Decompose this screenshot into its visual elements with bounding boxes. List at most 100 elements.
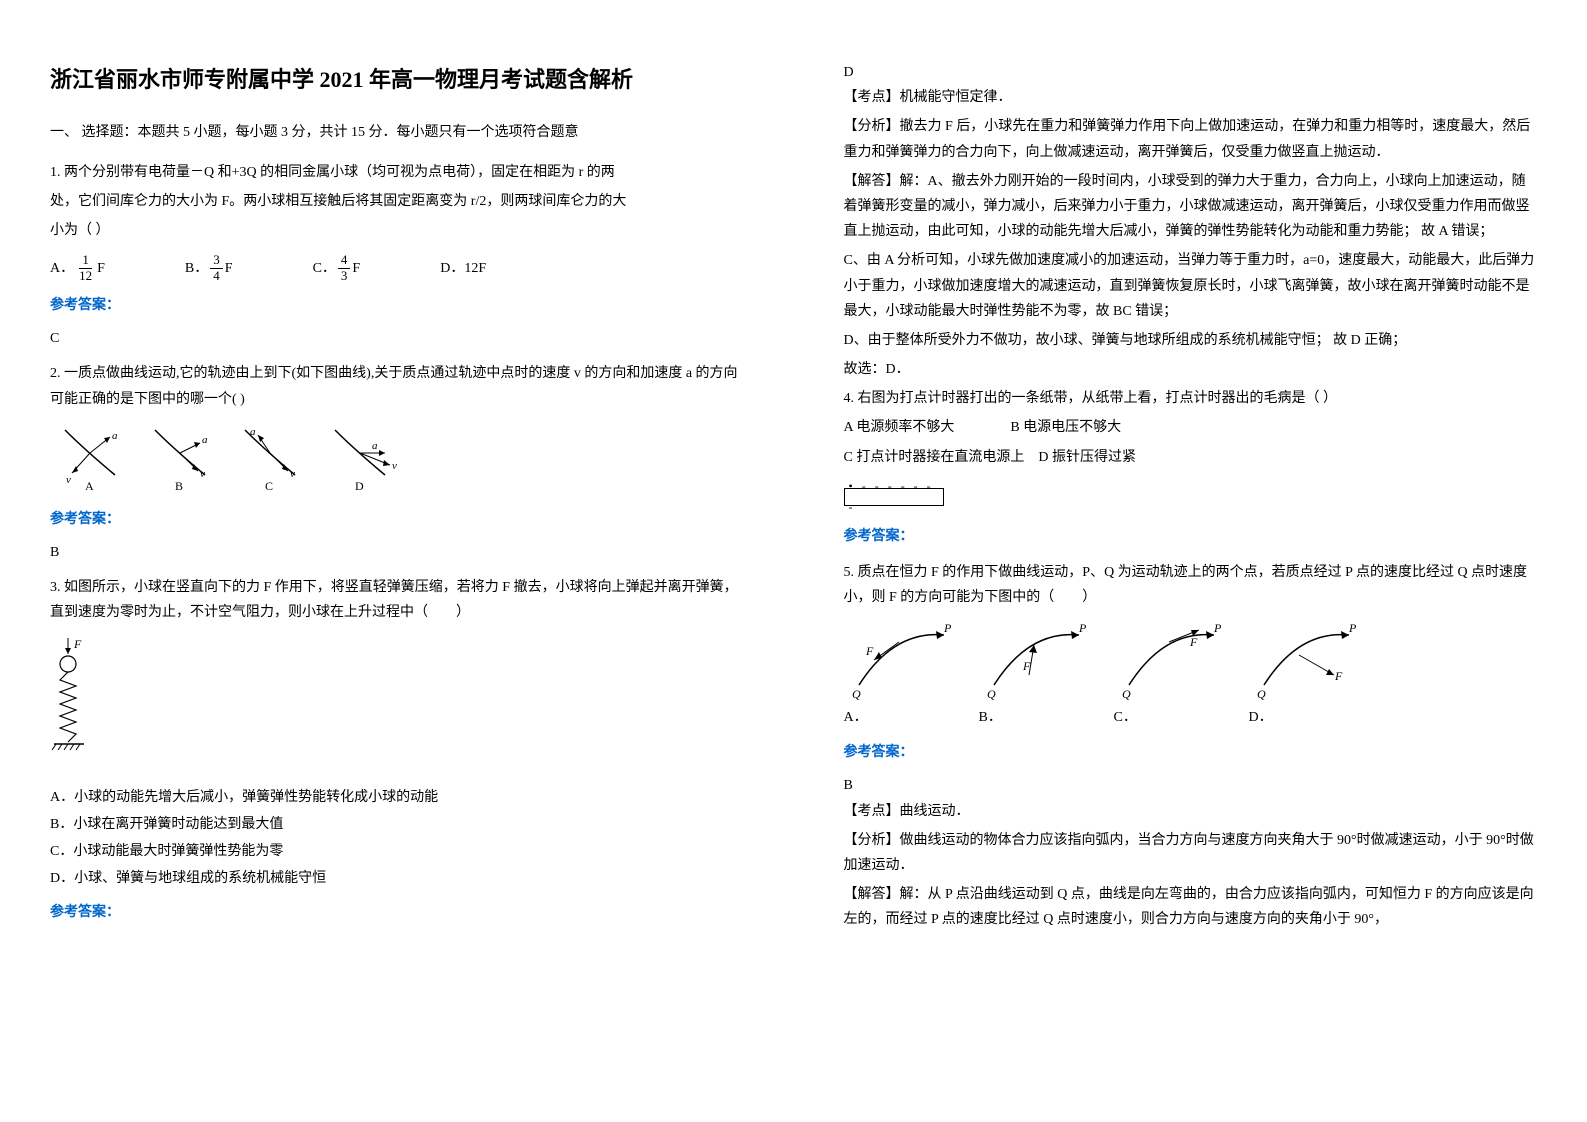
- svg-text:v: v: [200, 468, 205, 480]
- jieda-label: 【解答】: [844, 174, 900, 189]
- svg-text:a: a: [250, 426, 256, 438]
- q5-kaodian: 【考点】曲线运动．: [844, 799, 1538, 824]
- q1-stem-line2: 处，它们间库仑力的大小为 F。两小球相互接触后将其固定距离变为 r/2，则两球间…: [50, 189, 744, 214]
- kaodian-text: 机械能守恒定律．: [900, 90, 1012, 105]
- q3-final: 故选：D．: [844, 357, 1538, 382]
- curve-pq-icon: P Q F: [1114, 620, 1224, 705]
- q1-optD-val: 12F: [464, 256, 486, 281]
- answer-label: 参考答案：: [50, 507, 744, 532]
- fenxi-text: 做曲线运动的物体合力应该指向弧内，当合力方向与速度方向夹角大于 90°时做减速运…: [844, 833, 1534, 873]
- q4-optA: A 电源频率不够大: [844, 420, 955, 435]
- curve-diagram-icon: a v A a v B: [50, 420, 430, 490]
- q1-optA-label: A．: [50, 256, 74, 281]
- svg-text:P: P: [943, 621, 952, 635]
- svg-text:A: A: [85, 479, 94, 490]
- fraction-icon: 1 12: [76, 253, 95, 283]
- q5-label-c: C．: [1114, 705, 1137, 730]
- q1-optC-label: C．: [313, 256, 336, 281]
- svg-text:F: F: [865, 644, 874, 658]
- q4-optC: C 打点计时器接在直流电源上: [844, 450, 1025, 465]
- q3-jieda-a: 【解答】解：A、撤去外力刚开始的一段时间内，小球受到的弹力大于重力，合力向上，小…: [844, 169, 1538, 245]
- kaodian-label: 【考点】: [844, 804, 900, 819]
- q4-optD: D 振针压得过紧: [1038, 450, 1136, 465]
- svg-text:v: v: [392, 460, 397, 472]
- q5-option-b: P Q F B．: [979, 620, 1089, 730]
- q5-jieda: 【解答】解：从 P 点沿曲线运动到 Q 点，曲线是向左弯曲的，由合力应该指向弧内…: [844, 882, 1538, 932]
- question-4: 4. 右图为打点计时器打出的一条纸带，从纸带上看，打点计时器出的毛病是（ ） A…: [844, 386, 1538, 549]
- q5-option-c: P Q F C．: [1114, 620, 1224, 730]
- q3-option-b: B．小球在离开弹簧时动能达到最大值: [50, 812, 744, 837]
- kaodian-text: 曲线运动．: [900, 804, 970, 819]
- svg-text:B: B: [175, 479, 183, 490]
- q4-stem: 4. 右图为打点计时器打出的一条纸带，从纸带上看，打点计时器出的毛病是（ ）: [844, 386, 1538, 411]
- question-3: 3. 如图所示，小球在竖直向下的力 F 作用下，将竖直轻弹簧压缩，若将力 F 撤…: [50, 575, 744, 925]
- q4-optB: B 电源电压不够大: [1010, 420, 1121, 435]
- jieda-text: 解：从 P 点沿曲线运动到 Q 点，曲线是向左弯曲的，由合力应该指向弧内，可知恒…: [844, 887, 1534, 927]
- q5-label-d: D．: [1249, 705, 1273, 730]
- q1-optB-suffix: F: [225, 256, 233, 281]
- q3-kaodian: 【考点】机械能守恒定律．: [844, 85, 1538, 110]
- fenxi-label: 【分析】: [844, 119, 900, 134]
- q5-option-d: P Q F D．: [1249, 620, 1359, 730]
- answer-label: 参考答案：: [844, 524, 1538, 549]
- q5-stem: 5. 质点在恒力 F 的作用下做曲线运动，P、Q 为运动轨迹上的两个点，若质点经…: [844, 560, 1538, 610]
- svg-text:a: a: [202, 434, 208, 446]
- right-column: D 【考点】机械能守恒定律． 【分析】撤去力 F 后，小球先在重力和弹簧弹力作用…: [794, 0, 1587, 1122]
- denominator: 3: [338, 269, 351, 283]
- q3-jieda-c: C、由 A 分析可知，小球先做加速度减小的加速运动，当弹力等于重力时，a=0，速…: [844, 248, 1538, 324]
- answer-label: 参考答案：: [50, 900, 744, 925]
- section-intro: 一、 选择题：本题共 5 小题，每小题 3 分，共计 15 分．每小题只有一个选…: [50, 120, 744, 145]
- q1-optB-label: B．: [185, 256, 208, 281]
- svg-text:a: a: [112, 430, 118, 442]
- svg-text:Q: Q: [852, 687, 861, 701]
- fraction-icon: 4 3: [338, 253, 351, 283]
- q3-stem: 3. 如图所示，小球在竖直向下的力 F 作用下，将竖直轻弹簧压缩，若将力 F 撤…: [50, 575, 744, 625]
- jieda-label: 【解答】: [844, 887, 900, 902]
- q1-stem-line1: 1. 两个分别带有电荷量－Q 和+3Q 的相同金属小球（均可视为点电荷），固定在…: [50, 160, 744, 185]
- q5-diagrams: P Q F A． P Q F B．: [844, 620, 1538, 730]
- q3-jieda-d: D、由于整体所受外力不做功，故小球、弹簧与地球所组成的系统机械能守恒； 故 D …: [844, 328, 1538, 353]
- fenxi-text: 撤去力 F 后，小球先在重力和弹簧弹力作用下向上做加速运动，在弹力和重力相等时，…: [844, 119, 1531, 159]
- spring-diagram: F: [50, 636, 744, 775]
- svg-text:P: P: [1213, 621, 1222, 635]
- q1-optC-suffix: F: [352, 256, 360, 281]
- q2-diagrams: a v A a v B: [50, 420, 744, 499]
- curve-pq-icon: P Q F: [1249, 620, 1359, 705]
- svg-text:F: F: [1334, 669, 1343, 683]
- q5-answer: B: [844, 773, 1538, 798]
- fraction-icon: 3 4: [210, 253, 223, 283]
- curve-pq-icon: P Q F: [844, 620, 954, 705]
- svg-text:C: C: [265, 479, 273, 490]
- q5-label-a: A．: [844, 705, 868, 730]
- question-5: 5. 质点在恒力 F 的作用下做曲线运动，P、Q 为运动轨迹上的两个点，若质点经…: [844, 560, 1538, 933]
- svg-text:D: D: [355, 479, 364, 490]
- svg-text:P: P: [1348, 621, 1357, 635]
- q5-option-a: P Q F A．: [844, 620, 954, 730]
- q3-option-a: A．小球的动能先增大后减小，弹簧弹性势能转化成小球的动能: [50, 785, 744, 810]
- q1-option-a: A． 1 12 F: [50, 253, 105, 283]
- q4-row1: A 电源频率不够大 B 电源电压不够大: [844, 415, 1538, 440]
- denominator: 4: [210, 269, 223, 283]
- numerator: 1: [79, 253, 92, 268]
- svg-text:F: F: [1022, 659, 1031, 673]
- q1-stem-line3: 小为（ ）: [50, 218, 744, 243]
- q3-option-c: C．小球动能最大时弹簧弹性势能为零: [50, 839, 744, 864]
- q3-answer: D: [844, 60, 1538, 85]
- question-1: 1. 两个分别带有电荷量－Q 和+3Q 的相同金属小球（均可视为点电荷），固定在…: [50, 160, 744, 352]
- q1-optD-label: D．: [440, 256, 464, 281]
- q5-label-b: B．: [979, 705, 1002, 730]
- curve-pq-icon: P Q F: [979, 620, 1089, 705]
- q1-optA-suffix: F: [97, 256, 105, 281]
- force-label: F: [73, 637, 82, 651]
- q4-row2: C 打点计时器接在直流电源上 D 振针压得过紧: [844, 445, 1538, 470]
- q3-option-d: D．小球、弹簧与地球组成的系统机械能守恒: [50, 866, 744, 891]
- answer-label: 参考答案：: [844, 740, 1538, 765]
- q1-option-b: B． 3 4 F: [185, 253, 233, 283]
- svg-text:Q: Q: [987, 687, 996, 701]
- left-column: 浙江省丽水市师专附属中学 2021 年高一物理月考试题含解析 一、 选择题：本题…: [0, 0, 794, 1122]
- svg-text:F: F: [1189, 635, 1198, 649]
- svg-text:Q: Q: [1257, 687, 1266, 701]
- q1-option-d: D． 12F: [440, 256, 486, 281]
- numerator: 4: [338, 253, 351, 268]
- question-2: 2. 一质点做曲线运动,它的轨迹由上到下(如下图曲线),关于质点通过轨迹中点时的…: [50, 361, 744, 565]
